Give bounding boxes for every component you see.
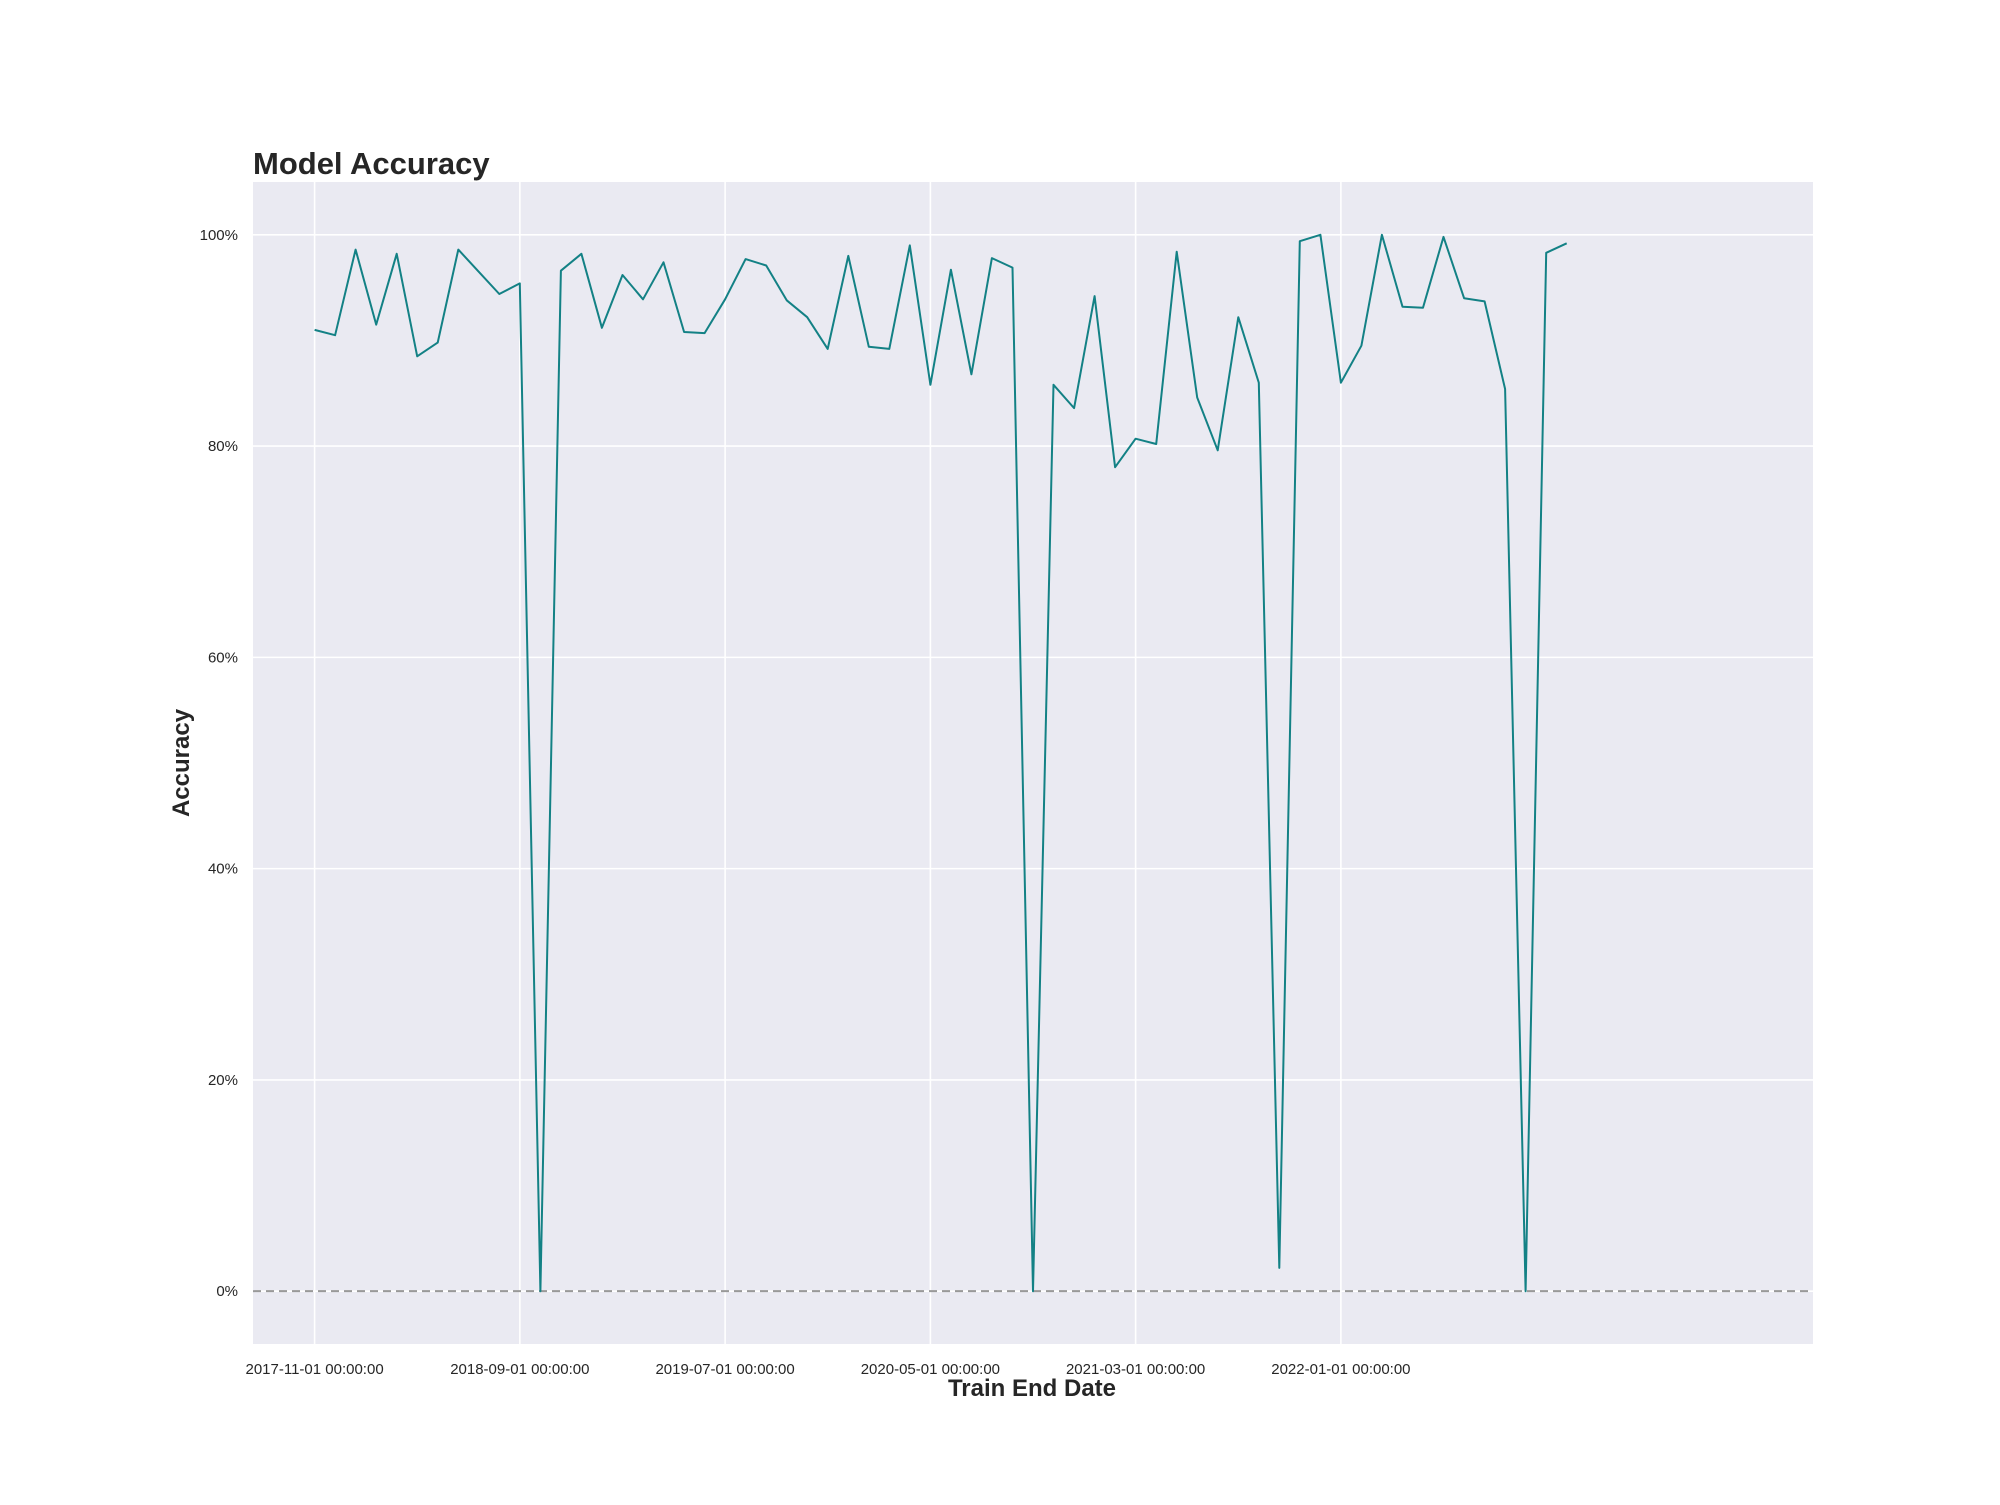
y-tick-label: 80%	[208, 438, 238, 455]
x-tick-label: 2020-05-01 00:00:00	[861, 1361, 1000, 1378]
plot-area	[253, 182, 1813, 1344]
y-tick-label: 20%	[208, 1072, 238, 1089]
y-axis-ticks: 0% 20% 40% 60% 80% 100%	[200, 227, 238, 1300]
accuracy-series-line	[314, 233, 1568, 1293]
chart-title: Model Accuracy	[253, 146, 490, 181]
x-tick-label: 2017-11-01 00:00:00	[245, 1361, 383, 1378]
y-tick-label: 60%	[208, 649, 238, 666]
x-axis-label: Train End Date	[948, 1375, 1116, 1402]
x-tick-label: 2018-09-01 00:00:00	[450, 1361, 589, 1378]
x-tick-label: 2019-07-01 00:00:00	[655, 1361, 794, 1378]
y-tick-label: 100%	[200, 227, 238, 244]
series-layer	[314, 233, 1568, 1293]
y-tick-label: 40%	[208, 861, 238, 878]
x-tick-label: 2021-03-01 00:00:00	[1066, 1361, 1205, 1378]
x-tick-label: 2022-01-01 00:00:00	[1271, 1361, 1410, 1378]
y-tick-label: 0%	[216, 1283, 238, 1300]
y-axis-label: Accuracy	[168, 708, 195, 817]
x-axis-ticks: 2017-11-01 00:00:00 2018-09-01 00:00:00 20…	[245, 1361, 1410, 1378]
